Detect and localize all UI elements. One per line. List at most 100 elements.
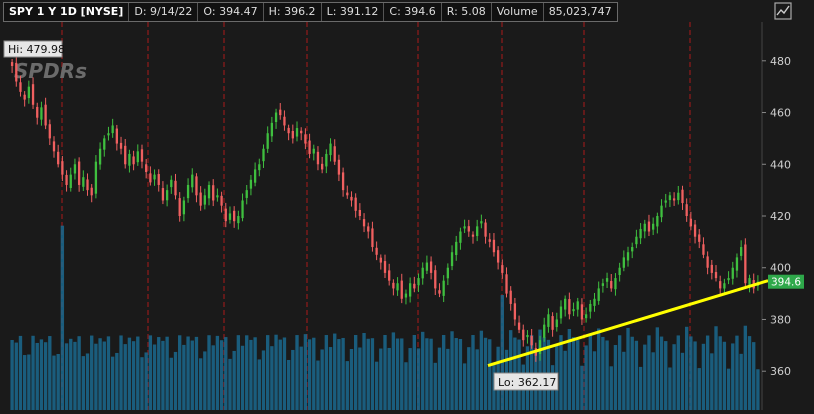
candle-body[interactable]	[476, 226, 479, 237]
candle-body[interactable]	[471, 234, 475, 237]
candle-body[interactable]	[727, 278, 730, 281]
candle-body[interactable]	[237, 216, 240, 224]
candle-body[interactable]	[10, 62, 14, 66]
candle-body[interactable]	[31, 84, 35, 105]
candle-body[interactable]	[467, 226, 470, 232]
candle-body[interactable]	[325, 153, 328, 167]
candle-body[interactable]	[27, 86, 31, 99]
candle-body[interactable]	[308, 140, 311, 154]
candle-body[interactable]	[15, 62, 18, 82]
candle-body[interactable]	[693, 224, 697, 237]
candle-body[interactable]	[199, 192, 202, 206]
candle-body[interactable]	[723, 283, 726, 289]
trendline[interactable]	[487, 279, 769, 368]
candle-body[interactable]	[304, 134, 307, 144]
candle-body[interactable]	[652, 223, 655, 230]
candle-body[interactable]	[77, 161, 81, 185]
candle-body[interactable]	[593, 298, 596, 306]
candle-body[interactable]	[672, 198, 676, 201]
candle-body[interactable]	[82, 177, 85, 187]
candle-body[interactable]	[400, 280, 403, 299]
candle-body[interactable]	[685, 204, 688, 216]
candle-body[interactable]	[484, 222, 487, 237]
candle-body[interactable]	[119, 142, 123, 149]
candle-body[interactable]	[568, 299, 571, 315]
candle-body[interactable]	[664, 200, 667, 203]
candle-body[interactable]	[178, 198, 181, 216]
candle-body[interactable]	[203, 195, 206, 205]
candle-body[interactable]	[249, 179, 253, 189]
candle-body[interactable]	[274, 112, 278, 123]
candle-body[interactable]	[589, 303, 592, 312]
candle-body[interactable]	[258, 164, 261, 171]
candle-body[interactable]	[270, 122, 274, 137]
candle-body[interactable]	[220, 195, 223, 206]
candle-body[interactable]	[555, 319, 558, 328]
candle-body[interactable]	[40, 107, 43, 120]
candle-body[interactable]	[429, 261, 433, 273]
candle-body[interactable]	[417, 278, 420, 286]
candle-body[interactable]	[526, 334, 529, 338]
candle-body[interactable]	[622, 257, 625, 268]
candle-body[interactable]	[136, 151, 139, 163]
candle-body[interactable]	[496, 250, 500, 263]
candle-body[interactable]	[149, 173, 152, 183]
candle-body[interactable]	[186, 184, 190, 199]
candle-body[interactable]	[216, 195, 219, 198]
candle-body[interactable]	[241, 200, 244, 219]
candle-body[interactable]	[165, 190, 169, 201]
candle-body[interactable]	[719, 281, 722, 289]
candle-body[interactable]	[367, 226, 370, 232]
candle-body[interactable]	[480, 221, 483, 224]
candle-body[interactable]	[140, 149, 144, 162]
candle-body[interactable]	[346, 192, 349, 196]
candle-body[interactable]	[681, 189, 684, 204]
candle-body[interactable]	[626, 252, 630, 261]
chart-settings-icon[interactable]	[774, 2, 792, 20]
candle-body[interactable]	[714, 272, 718, 279]
candle-body[interactable]	[291, 130, 294, 139]
candle-body[interactable]	[513, 303, 517, 320]
candle-body[interactable]	[605, 278, 609, 282]
candle-body[interactable]	[547, 314, 550, 327]
candle-body[interactable]	[375, 247, 378, 255]
candle-body[interactable]	[90, 187, 93, 196]
candle-body[interactable]	[576, 301, 579, 310]
candle-body[interactable]	[57, 151, 60, 165]
candle-body[interactable]	[543, 324, 546, 338]
candle-body[interactable]	[73, 164, 77, 174]
candle-body[interactable]	[145, 164, 148, 173]
candle-body[interactable]	[446, 267, 450, 279]
candle-body[interactable]	[161, 188, 165, 201]
candle-body[interactable]	[501, 265, 504, 273]
candle-body[interactable]	[358, 209, 362, 216]
candle-body[interactable]	[517, 322, 521, 330]
candle-body[interactable]	[320, 163, 324, 170]
candle-body[interactable]	[354, 197, 357, 211]
candle-body[interactable]	[94, 161, 98, 194]
candle-body[interactable]	[413, 283, 416, 289]
candle-body[interactable]	[245, 190, 248, 198]
candle-body[interactable]	[551, 316, 554, 330]
candle-body[interactable]	[312, 148, 315, 154]
candle-body[interactable]	[584, 314, 588, 319]
candle-body[interactable]	[233, 210, 236, 222]
candle-body[interactable]	[52, 141, 56, 152]
candle-body[interactable]	[124, 145, 127, 165]
candle-body[interactable]	[228, 213, 232, 220]
candle-body[interactable]	[731, 267, 734, 279]
candle-body[interactable]	[660, 205, 663, 218]
candle-body[interactable]	[279, 109, 282, 116]
candle-body[interactable]	[698, 234, 701, 242]
candle-body[interactable]	[572, 309, 575, 312]
candle-body[interactable]	[509, 290, 512, 304]
candle-body[interactable]	[404, 293, 408, 298]
candle-body[interactable]	[597, 288, 600, 301]
candle-body[interactable]	[388, 270, 391, 281]
candle-body[interactable]	[677, 192, 680, 201]
candle-body[interactable]	[647, 221, 651, 232]
candle-body[interactable]	[98, 148, 102, 165]
candle-body[interactable]	[350, 196, 353, 201]
candle-body[interactable]	[207, 184, 211, 199]
